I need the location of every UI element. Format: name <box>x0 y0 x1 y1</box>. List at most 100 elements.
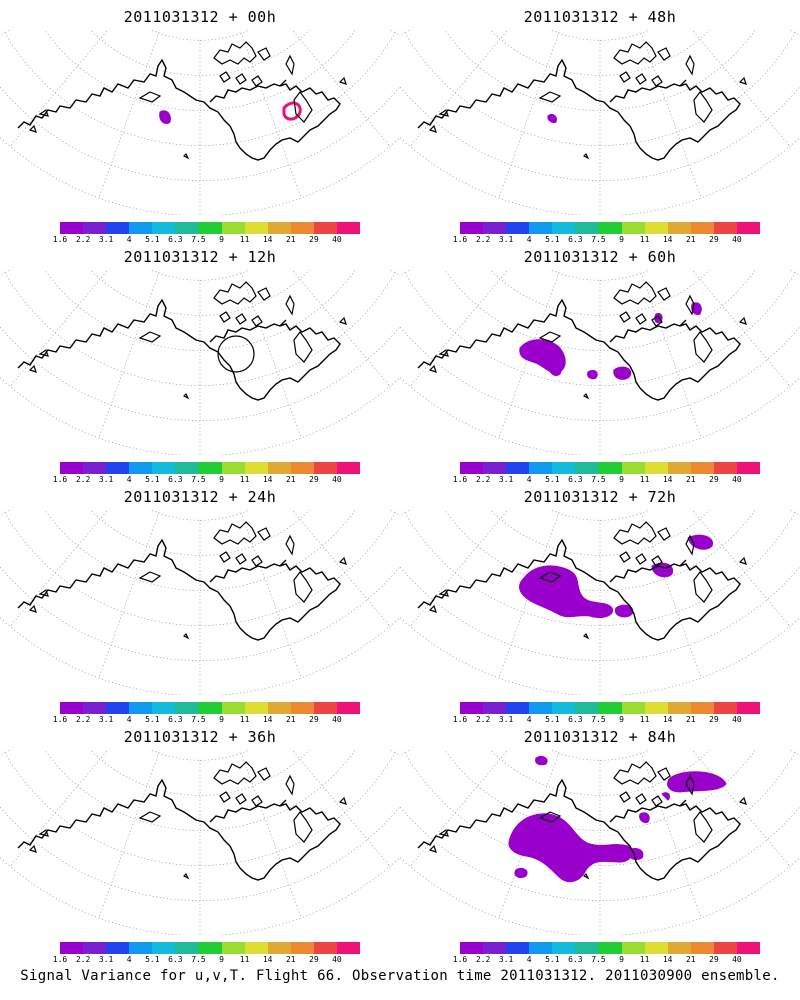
variance-contour <box>547 113 557 123</box>
coastline <box>17 58 341 161</box>
colorbar-swatch <box>60 942 84 954</box>
panel-title: 2011031312 + 36h <box>123 728 277 746</box>
colorbar-swatch <box>483 222 507 234</box>
colorbar-swatch <box>60 702 84 714</box>
colorbar-swatch <box>506 222 530 234</box>
colorbar-tick-label: 11 <box>639 715 650 724</box>
colorbar-tick-label: 9 <box>219 715 224 724</box>
polar-map <box>400 750 800 935</box>
colorbar-tick-label: 1.6 <box>52 955 68 964</box>
coastline <box>17 778 341 881</box>
colorbar-tick-label: 2.2 <box>475 955 491 964</box>
colorbar-tick-label: 11 <box>239 955 250 964</box>
colorbar-tick-label: 40 <box>732 715 742 724</box>
colorbar-swatch <box>198 222 223 234</box>
colorbar <box>460 462 761 474</box>
colorbar-swatch <box>552 462 576 474</box>
colorbar <box>60 462 361 474</box>
colorbar-swatch <box>598 942 623 954</box>
variance-contour <box>508 813 633 883</box>
colorbar-tick-label: 40 <box>332 235 342 244</box>
colorbar-swatch <box>336 942 361 954</box>
colorbar-ticks: 1.6 2.2 3.1 4 5.1 6.3 7.5 9 11 14 21 29 40 <box>453 235 760 247</box>
colorbar-swatch <box>267 462 292 474</box>
colorbar-tick-label: 40 <box>332 715 342 724</box>
colorbar-tick-label: 4 <box>526 235 532 244</box>
colorbar-swatch <box>60 462 84 474</box>
colorbar-swatch <box>575 462 599 474</box>
colorbar-tick-label: 14 <box>662 715 673 724</box>
colorbar-swatch <box>713 702 738 714</box>
variance-contour <box>159 110 171 125</box>
panel-title: 2011031312 + 24h <box>123 488 277 506</box>
colorbar-tick-label: 4 <box>126 475 132 484</box>
colorbar-tick-label: 3.1 <box>498 235 514 244</box>
colorbar-tick-label: 29 <box>709 715 719 724</box>
colorbar-swatch <box>621 222 646 234</box>
colorbar-tick-label: 3.1 <box>498 475 514 484</box>
colorbar-swatch <box>644 462 669 474</box>
colorbar-tick-label: 1.6 <box>452 235 468 244</box>
colorbar-swatch <box>313 222 338 234</box>
colorbar-tick-label: 29 <box>309 235 319 244</box>
colorbar <box>460 702 761 714</box>
colorbar-ticks: 1.6 2.2 3.1 4 5.1 6.3 7.5 9 11 14 21 29 40 <box>53 715 360 727</box>
colorbar-swatch <box>690 942 715 954</box>
figure-caption: Signal Variance for u,v,T. Flight 66. Ob… <box>20 968 780 984</box>
colorbar-tick-label: 14 <box>262 475 273 484</box>
coastline <box>417 58 741 161</box>
variance-contour <box>639 812 650 823</box>
colorbar-tick-label: 14 <box>262 235 273 244</box>
colorbar-swatch <box>290 222 315 234</box>
colorbar-tick-label: 3.1 <box>98 475 114 484</box>
colorbar-tick-label: 3.1 <box>498 955 514 964</box>
colorbar-tick-label: 3.1 <box>98 715 114 724</box>
colorbar-swatch <box>575 702 599 714</box>
colorbar-swatch <box>221 942 246 954</box>
colorbar <box>60 702 361 714</box>
colorbar-swatch <box>460 702 484 714</box>
colorbar-swatch <box>336 222 361 234</box>
colorbar-tick-label: 6.3 <box>568 715 583 724</box>
panel-title: 2011031312 + 60h <box>523 248 677 266</box>
colorbar-tick-label: 6.3 <box>168 955 183 964</box>
colorbar-tick-label: 29 <box>309 475 319 484</box>
colorbar-swatch <box>106 222 130 234</box>
colorbar-tick-label: 9 <box>619 475 624 484</box>
colorbar-tick-label: 2.2 <box>75 475 91 484</box>
colorbar-tick-label: 11 <box>239 715 250 724</box>
variance-contour <box>282 101 302 121</box>
colorbar-tick-label: 1.6 <box>52 235 68 244</box>
colorbar-swatch <box>313 942 338 954</box>
colorbar <box>60 222 361 234</box>
colorbar-swatch <box>483 942 507 954</box>
colorbar-tick-label: 21 <box>685 955 696 964</box>
colorbar-swatch <box>267 702 292 714</box>
colorbar-swatch <box>644 942 669 954</box>
colorbar-tick-label: 21 <box>685 235 696 244</box>
colorbar-swatch <box>83 462 107 474</box>
variance-contour <box>661 792 671 801</box>
colorbar-tick-label: 11 <box>639 955 650 964</box>
colorbar-tick-label: 1.6 <box>452 955 468 964</box>
colorbar-tick-label: 3.1 <box>498 715 514 724</box>
colorbar-swatch <box>483 462 507 474</box>
colorbar-tick-label: 14 <box>662 475 673 484</box>
colorbar-swatch <box>598 222 623 234</box>
colorbar-swatch <box>736 942 761 954</box>
colorbar-swatch <box>221 462 246 474</box>
colorbar-swatch <box>506 942 530 954</box>
colorbar-swatch <box>152 942 176 954</box>
polar-map <box>400 30 800 215</box>
colorbar-swatch <box>267 222 292 234</box>
coastline <box>417 778 741 881</box>
colorbar-tick-label: 40 <box>732 955 742 964</box>
colorbar-swatch <box>598 702 623 714</box>
colorbar-tick-label: 9 <box>619 235 624 244</box>
colorbar-swatch <box>575 222 599 234</box>
colorbar-swatch <box>83 702 107 714</box>
colorbar-tick-label: 7.5 <box>191 955 206 964</box>
colorbar-tick-label: 5.1 <box>145 715 160 724</box>
coastline <box>417 538 741 641</box>
colorbar-swatch <box>106 702 130 714</box>
